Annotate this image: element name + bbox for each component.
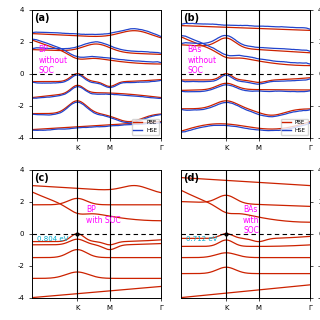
Legend: PBE, HSE: PBE, HSE xyxy=(132,119,159,135)
Text: BP
with SOC: BP with SOC xyxy=(86,205,121,225)
Text: (a): (a) xyxy=(35,13,50,23)
Text: 0.804 eV: 0.804 eV xyxy=(37,236,68,242)
Text: BP
without
SOC: BP without SOC xyxy=(38,45,68,75)
Text: BAs
with
SOC: BAs with SOC xyxy=(243,205,260,235)
Text: (d): (d) xyxy=(183,173,199,183)
Text: (c): (c) xyxy=(35,173,49,183)
Legend: PBE, HSE: PBE, HSE xyxy=(281,119,308,135)
Text: 0.712 eV: 0.712 eV xyxy=(186,236,218,242)
Text: (b): (b) xyxy=(183,13,200,23)
Text: BAs
without
SOC: BAs without SOC xyxy=(188,45,217,75)
